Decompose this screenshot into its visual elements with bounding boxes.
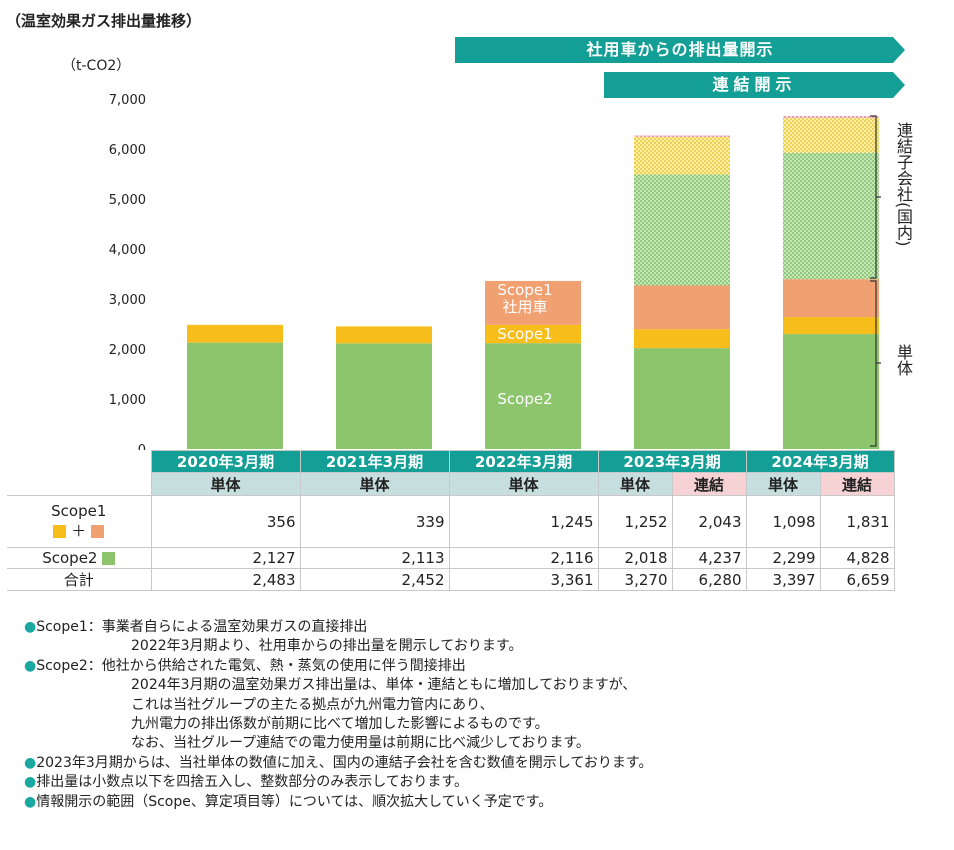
table-cell: 6,659 <box>819 568 895 591</box>
y-tick-label: 3,000 <box>109 293 146 308</box>
stacked-bar-chart: 0 1,000 2,000 3,000 4,000 5,000 6,000 7,000 <box>109 93 881 450</box>
banner-consolidated: 連結開示 <box>604 72 905 98</box>
sub-header: 単体 <box>597 472 673 496</box>
year-header: 2024年3月期 <box>745 450 895 473</box>
banner-company-cars: 社用車からの排出量開示 <box>455 37 905 63</box>
bar-segment-scope2 <box>187 342 283 449</box>
table-cell: 2,127 <box>150 547 301 569</box>
company-car-swatch <box>91 525 105 538</box>
table-cell: 1,831 <box>819 495 895 548</box>
note-line: なお、当社グループ連結での電力使用量は前期に比べ減少しております。 <box>131 735 590 752</box>
sub-header: 単体 <box>299 472 450 496</box>
bar-segment-subsidiary-scope2 <box>783 152 879 280</box>
bar-segment-scope1 <box>634 329 730 349</box>
notes: ●Scope1：事業者自らによる温室効果ガスの直接排出 2022年3月期より、社… <box>24 618 653 812</box>
bar-segment-scope1 <box>187 324 283 343</box>
table-cell: 339 <box>299 495 450 548</box>
scope2-swatch <box>102 552 116 565</box>
y-tick-label: 5,000 <box>109 193 146 208</box>
bar-segment-scope2 <box>485 343 581 449</box>
bar-segment-scope2 <box>336 343 432 449</box>
table-cell: 6,280 <box>671 568 747 591</box>
note-line: ●情報開示の範囲（Scope、算定項目等）については、順次拡大していく予定です。 <box>24 793 553 810</box>
note-line: ●Scope1：事業者自らによる温室効果ガスの直接排出 <box>24 619 368 635</box>
y-tick-label: 2,000 <box>109 343 146 358</box>
bar-segment-subsidiary-company-car <box>783 116 879 119</box>
row-label-scope1: Scope1 ＋ <box>7 495 152 548</box>
bar-segment-scope1 <box>783 317 879 335</box>
bar-segment-subsidiary-scope1 <box>634 137 730 175</box>
emissions-table: 2020年3月期 2021年3月期 2022年3月期 2023年3月期 2024… <box>7 450 895 591</box>
sub-header: 連結 <box>671 472 747 496</box>
table-row-scope2: Scope2 2,127 2,113 2,116 2,018 4,237 2,2… <box>7 547 895 569</box>
label-scope1: Scope1 <box>497 325 553 343</box>
note-line: ●排出量は小数点以下を四捨五入し、整数部分のみ表示しております。 <box>24 774 468 791</box>
table-cell: 2,018 <box>597 547 673 569</box>
table-cell: 3,270 <box>597 568 673 591</box>
note-line: 九州電力の排出係数が前期に比べて増加した影響によるものです。 <box>131 716 549 733</box>
table-cell: 2,116 <box>448 547 599 569</box>
unit-label: （t-CO2） <box>62 58 131 74</box>
table-row-scope1: Scope1 ＋ 356 339 1,245 1,252 2,043 1,098… <box>7 495 895 548</box>
sub-header: 単体 <box>448 472 599 496</box>
table-cell: 4,828 <box>819 547 895 569</box>
sub-header: 単体 <box>745 472 821 496</box>
table-cell: 3,361 <box>448 568 599 591</box>
y-tick-label: 6,000 <box>109 143 146 158</box>
bar-segment-scope1 <box>336 326 432 344</box>
note-line: 2024年3月期の温室効果ガス排出量は、単体・連結ともに増加しておりますが、 <box>131 677 637 694</box>
bar-segment-scope2 <box>634 348 730 449</box>
bar-segment-scope2 <box>783 334 879 449</box>
bracket-standalone <box>870 280 881 447</box>
y-tick-label: 0 <box>138 443 146 450</box>
note-line: 2022年3月期より、社用車からの排出量を開示しております。 <box>131 638 523 655</box>
bar-segment-company-car <box>783 279 879 318</box>
table-cell: 356 <box>150 495 301 548</box>
table-cell: 1,252 <box>597 495 673 548</box>
year-header: 2020年3月期 <box>150 450 301 473</box>
bar-segment-subsidiary-company-car <box>634 135 730 137</box>
table-row-subheaders: 単体 単体 単体 単体 連結 単体 連結 <box>7 472 895 496</box>
table-cell: 2,113 <box>299 547 450 569</box>
table-cell: 1,098 <box>745 495 821 548</box>
table-cell: 2,299 <box>745 547 821 569</box>
year-header: 2021年3月期 <box>299 450 450 473</box>
table-cell: 3,397 <box>745 568 821 591</box>
note-line: ●Scope2：他社から供給された電気、熱・蒸気の使用に伴う間接排出 <box>24 657 466 674</box>
note-line: ●2023年3月期からは、当社単体の数値に加え、国内の連結子会社を含む数値を開示… <box>24 754 653 771</box>
chart-title: （温室効果ガス排出量推移） <box>6 12 202 30</box>
y-tick-label: 4,000 <box>109 243 146 258</box>
sub-header: 単体 <box>150 472 301 496</box>
y-tick-label: 7,000 <box>109 93 146 108</box>
y-tick-label: 1,000 <box>109 393 146 408</box>
table-cell: 2,452 <box>299 568 450 591</box>
table-row-years: 2020年3月期 2021年3月期 2022年3月期 2023年3月期 2024… <box>7 450 895 473</box>
row-label-total: 合計 <box>7 568 152 591</box>
table-cell: 4,237 <box>671 547 747 569</box>
year-header: 2023年3月期 <box>597 450 747 473</box>
table-row-total: 合計 2,483 2,452 3,361 3,270 6,280 3,397 6… <box>7 568 895 591</box>
scope1-swatch <box>53 525 67 538</box>
sub-header: 連結 <box>819 472 895 496</box>
bar-segment-company-car <box>634 285 730 330</box>
side-label-subsidiaries: 連結子会社(国内) <box>894 122 913 247</box>
label-scope2: Scope2 <box>497 390 553 408</box>
row-label-scope2: Scope2 <box>7 547 152 569</box>
table-cell: 2,483 <box>150 568 301 591</box>
label-scope1-company-car: Scope1 社用車 <box>497 281 553 316</box>
bar-segment-subsidiary-scope2 <box>634 174 730 286</box>
side-label-standalone: 単体 <box>894 344 913 376</box>
note-line: これは当社グループの主たる拠点が九州電力管内にあり、 <box>131 696 494 713</box>
bar-segment-scope1 <box>485 324 581 344</box>
year-header: 2022年3月期 <box>448 450 599 473</box>
table-cell: 2,043 <box>671 495 747 548</box>
table-cell: 1,245 <box>448 495 599 548</box>
bar-segment-subsidiary-scope1 <box>783 118 879 153</box>
bar-segment-company-car <box>485 280 581 325</box>
bracket-subsidiaries <box>870 115 881 279</box>
